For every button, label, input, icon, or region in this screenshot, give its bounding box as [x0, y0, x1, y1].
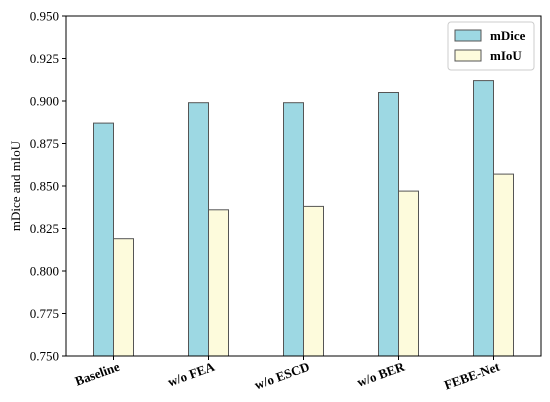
bar-mdice-4: [473, 80, 494, 357]
bars-group: [93, 80, 514, 357]
bar-miou-0: [113, 238, 134, 357]
bar-miou-1: [208, 209, 229, 357]
bar-mdice-3: [378, 92, 399, 357]
x-tick-label: w/o BER: [355, 359, 407, 390]
bar-mdice-1: [188, 102, 209, 357]
legend: mDice mIoU: [447, 21, 535, 71]
y-axis-label: mDice and mIoU: [8, 140, 23, 231]
y-tick-label: 0.925: [30, 51, 59, 66]
y-tick-label: 0.775: [30, 306, 59, 321]
x-tick-label: FEBE-Net: [442, 358, 502, 392]
legend-swatch-miou: [454, 49, 482, 62]
y-tick-label: 0.850: [30, 179, 59, 194]
y-tick-label: 0.900: [30, 94, 59, 109]
bar-mdice-0: [93, 122, 114, 357]
legend-label-miou: mIoU: [490, 48, 522, 63]
y-axis: 0.750 0.775 0.800 0.825 0.850 0.875 0.900 0.925…: [30, 9, 66, 364]
y-tick-label: 0.800: [30, 264, 59, 279]
legend-label-mdice: mDice: [490, 28, 526, 43]
bar-miou-2: [303, 205, 324, 357]
x-axis: Baseline w/o FEA w/o ESCD w/o BER FEBE-Net: [73, 356, 502, 393]
x-tick-label: w/o ESCD: [252, 359, 311, 393]
y-tick-label: 0.875: [30, 136, 59, 151]
bar-mdice-2: [283, 102, 304, 357]
legend-swatch-mdice: [454, 29, 482, 42]
bar-miou-4: [493, 173, 514, 357]
x-tick-label: Baseline: [73, 359, 122, 389]
y-tick-label: 0.825: [30, 221, 59, 236]
x-tick-label: w/o FEA: [166, 359, 218, 390]
y-tick-label: 0.750: [30, 349, 59, 364]
bar-miou-3: [398, 190, 419, 357]
y-tick-label: 0.950: [30, 9, 59, 24]
